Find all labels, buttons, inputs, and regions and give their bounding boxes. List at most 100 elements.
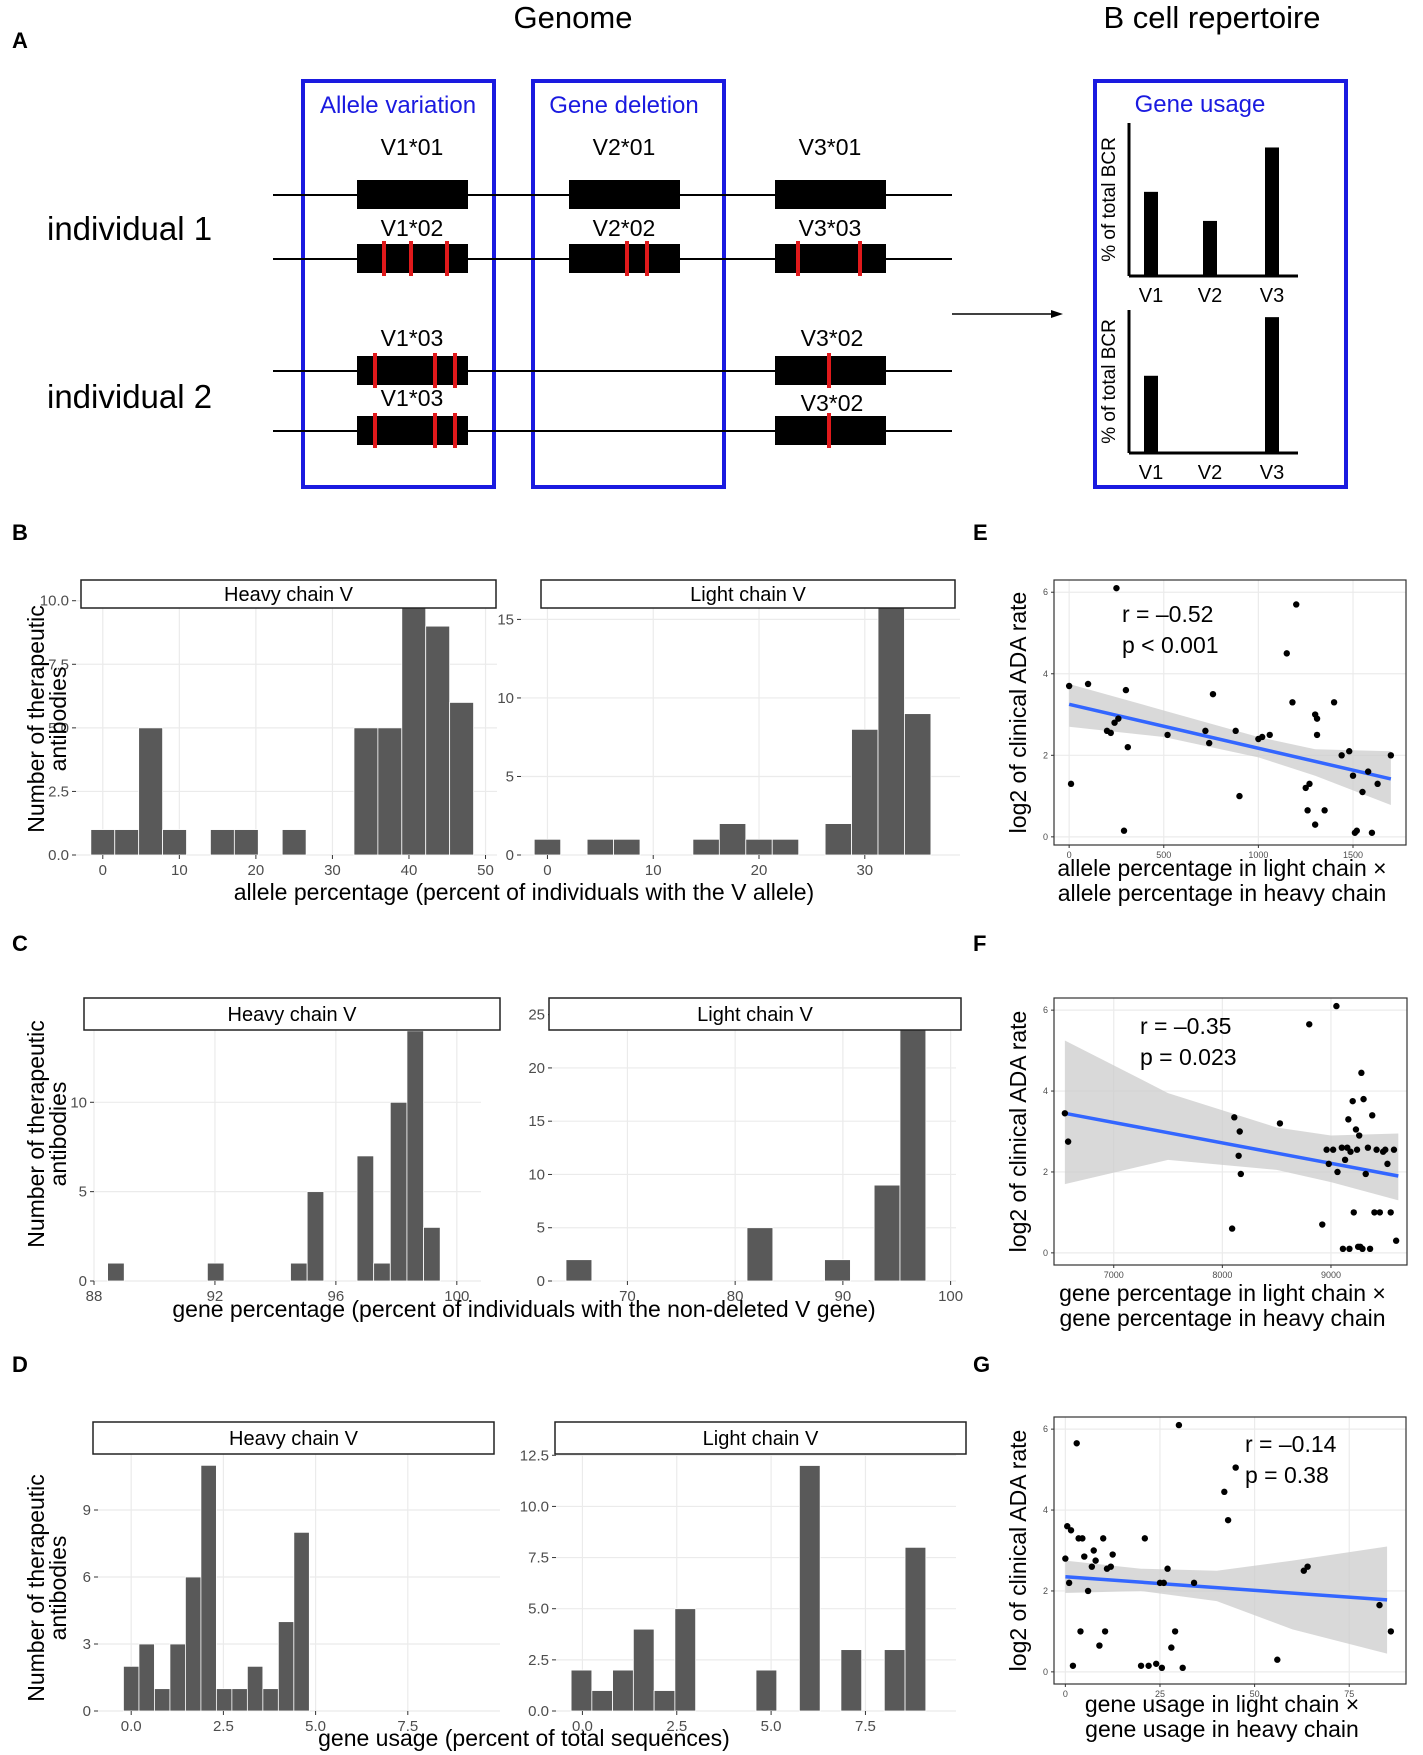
- x-tick-label: 5.0: [305, 1718, 326, 1735]
- gene-v3-03: [775, 244, 886, 273]
- histogram-bar: [373, 1262, 391, 1282]
- scatter-point: [1346, 1245, 1353, 1253]
- scatter-point: [1300, 1567, 1308, 1574]
- x-axis-title-line1: gene usage in light chain ×: [1085, 1691, 1359, 1717]
- x-tick-label: 75: [1344, 1689, 1354, 1699]
- allele-label: V2*02: [593, 215, 656, 241]
- usage-category-label: V2: [1198, 285, 1222, 307]
- scatter-point: [1145, 1662, 1152, 1669]
- x-tick-label: 2.5: [666, 1718, 687, 1735]
- mutation-marks: [373, 241, 862, 448]
- y-tick-label: 2: [1043, 1167, 1048, 1177]
- y-tick-label: 5.0: [528, 1601, 549, 1618]
- x-tick-label: 20: [751, 862, 768, 879]
- scatter-point: [1100, 1535, 1107, 1542]
- scatter-point: [1224, 1516, 1232, 1524]
- scatter-point: [1339, 1245, 1347, 1253]
- x-tick-label: 9000: [1321, 1270, 1341, 1280]
- scatter-point: [1077, 1628, 1084, 1635]
- scatter-point: [1330, 699, 1338, 706]
- x-tick-label: 88: [86, 1288, 103, 1305]
- scatter-point: [1115, 715, 1122, 722]
- x-tick-label: 20: [248, 862, 265, 879]
- facet-strip-title: Light chain V: [690, 584, 806, 606]
- x-tick-label: 30: [324, 862, 341, 879]
- scatter-point: [1090, 1547, 1097, 1554]
- scatter-point: [1359, 1245, 1366, 1253]
- y-tick-label: 0: [79, 1273, 87, 1290]
- y-tick-label: 4: [1043, 669, 1048, 679]
- x-tick-label: 50: [1250, 1689, 1260, 1699]
- scatter-point: [1338, 752, 1345, 759]
- histogram-bar: [899, 1024, 927, 1282]
- gene-deletion-title: Gene deletion: [549, 92, 698, 119]
- y-tick-label: 5: [79, 1184, 87, 1201]
- histogram-c-heavy: 88 92 96 100 0 5 10 Heavy chain V: [70, 997, 501, 1305]
- panel-label-d: D: [12, 1352, 28, 1377]
- y-axis-title: log2 of clinical ADA rate: [1005, 592, 1031, 834]
- y-axis-title-text: log2 of clinical ADA rate: [1005, 592, 1031, 834]
- chart-panels: 0 10 20 30 40 500.02.55.07.510.0 Heavy chain V…: [23, 579, 1408, 1751]
- x-tick-label: 0: [99, 862, 107, 879]
- scatter-point: [1382, 1146, 1389, 1153]
- histogram-bar: [200, 1464, 217, 1712]
- histogram-bar: [449, 702, 474, 856]
- histogram-b-light: 0 10 20 30 0 5 10 15 Light chain V: [497, 579, 960, 879]
- scatter-point: [1231, 1114, 1238, 1121]
- x-tick-label: 100: [444, 1288, 469, 1305]
- usage-y-label-text: % of total BCR: [1099, 137, 1120, 262]
- scatter-point: [1384, 1160, 1391, 1168]
- histogram-bar: [262, 1688, 279, 1712]
- usage-y-label: % of total BCR: [1099, 319, 1120, 444]
- gene-usage-plots: V1 V2 V3 % of total BCR V1 V2 V3 % of total BCR: [1099, 123, 1298, 484]
- y-tick-label: 15: [528, 1113, 545, 1130]
- scatter-point: [1065, 682, 1073, 690]
- scatter-point: [1137, 1662, 1145, 1669]
- x-tick-label: 40: [401, 862, 418, 879]
- scatter-point: [1360, 1095, 1367, 1103]
- x-tick-label: 25: [1155, 1689, 1165, 1699]
- histogram-bar: [632, 1628, 655, 1712]
- histogram-bar: [154, 1688, 171, 1712]
- histogram-bar: [293, 1531, 310, 1712]
- histogram-bar: [90, 829, 116, 856]
- scatter-point: [1313, 715, 1321, 722]
- facet-strip: [540, 579, 956, 609]
- panel-label-b: B: [12, 520, 28, 545]
- scatter-point: [1325, 1160, 1332, 1168]
- y-tick-label: 2: [1043, 1586, 1048, 1596]
- y-tick-label: 20: [528, 1060, 545, 1077]
- y-tick-label: 2.5: [528, 1652, 549, 1669]
- allele-label: V1*02: [381, 215, 444, 241]
- histogram-bar: [824, 823, 852, 856]
- plot-border: [1053, 1416, 1407, 1685]
- scatter-point: [1302, 784, 1309, 792]
- scatter-point: [1276, 1120, 1284, 1127]
- histogram-bar: [185, 1576, 202, 1712]
- scatter-point: [1109, 1551, 1116, 1558]
- gene-v2-02: [569, 244, 680, 273]
- scatter-point: [1390, 1146, 1398, 1153]
- y-axis-title: log2 of clinical ADA rate: [1005, 1011, 1031, 1253]
- x-tick-label: 10: [645, 862, 662, 879]
- histogram-b-heavy: 0 10 20 30 40 50 0.0 2.5 5.0 7.5 10.0 Heavy chain V: [40, 579, 497, 879]
- y-axis-title-text: log2 of clinical ADA rate: [1005, 1430, 1031, 1672]
- scatter-point: [1306, 1021, 1313, 1028]
- gene-usage-title: Gene usage: [1135, 91, 1266, 118]
- x-tick-label: 92: [207, 1288, 224, 1305]
- histogram-bar: [401, 600, 427, 856]
- scatter-point: [1347, 1148, 1354, 1155]
- histogram-bar: [873, 1184, 901, 1282]
- facet-strip: [83, 997, 501, 1031]
- scatter-point: [1306, 780, 1313, 788]
- scatter-point: [1221, 1488, 1228, 1496]
- scatter-point: [1236, 792, 1243, 800]
- histogram-bar: [138, 1643, 155, 1712]
- histogram-bar: [306, 1191, 325, 1282]
- x-axis-title-line1: allele percentage in light chain ×: [1057, 855, 1386, 881]
- histogram-bar: [162, 829, 187, 856]
- x-tick-label: 2.5: [213, 1718, 234, 1735]
- scatter-point: [1190, 1579, 1198, 1587]
- scatter-point: [1160, 1579, 1167, 1587]
